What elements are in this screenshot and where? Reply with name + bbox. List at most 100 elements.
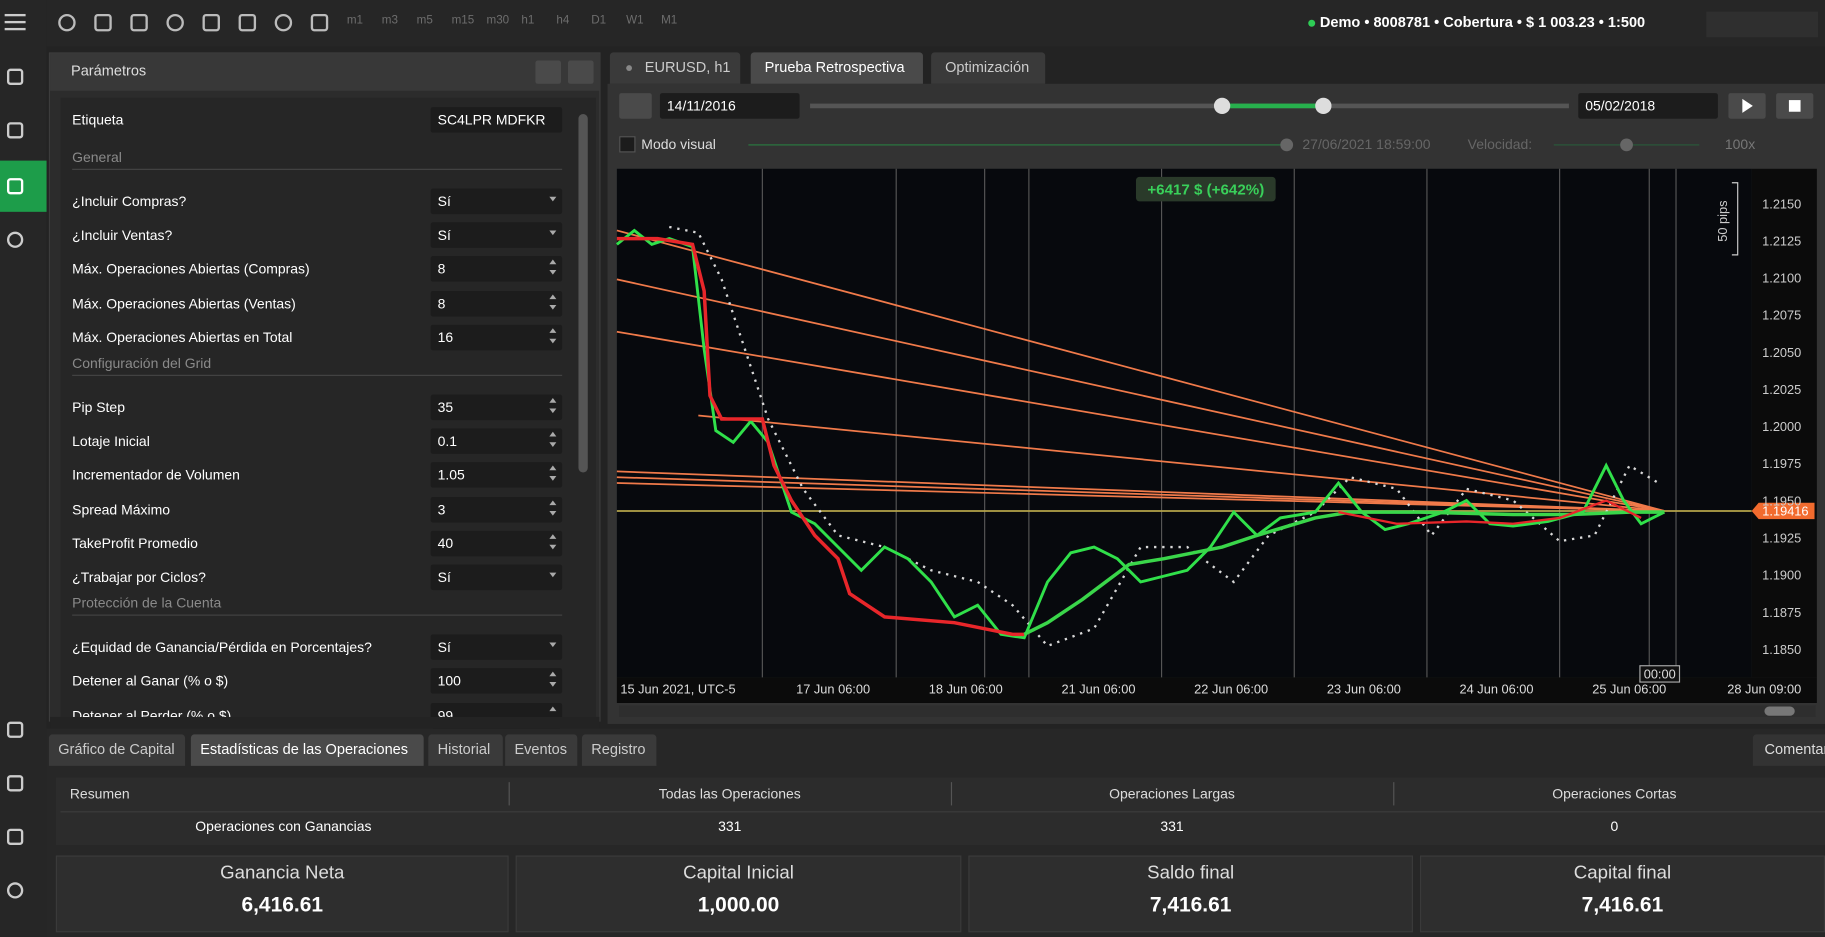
range-handle[interactable] xyxy=(1315,97,1332,115)
checkbox[interactable] xyxy=(619,136,636,153)
timeframe[interactable]: M1 xyxy=(661,13,678,27)
scrollbar[interactable] xyxy=(578,114,588,473)
spin-down[interactable] xyxy=(549,544,557,550)
price-tick: 1.2075 xyxy=(1762,308,1801,323)
spin-down[interactable] xyxy=(549,682,557,688)
timeframe[interactable]: m15 xyxy=(451,13,475,27)
spin-up[interactable] xyxy=(549,706,557,711)
timeframe[interactable]: m5 xyxy=(416,13,433,27)
tool-icon[interactable] xyxy=(166,13,184,32)
timeframe[interactable]: D1 xyxy=(591,13,607,27)
spin-up[interactable] xyxy=(549,500,557,505)
tab[interactable]: Estadísticas de las Operaciones xyxy=(190,734,424,766)
tab[interactable]: Registro xyxy=(581,734,657,766)
param-value[interactable]: Sí xyxy=(430,222,563,249)
spin-up[interactable] xyxy=(549,432,557,437)
menu-icon[interactable] xyxy=(4,13,26,17)
sidebar-icon[interactable] xyxy=(6,828,24,845)
start-date[interactable]: 14/11/2016 xyxy=(659,93,800,119)
time-tick: 21 Jun 06:00 xyxy=(1061,682,1135,697)
price-tick: 1.1875 xyxy=(1762,605,1801,620)
load-button[interactable] xyxy=(535,60,561,84)
param-value[interactable]: Sí xyxy=(430,188,563,215)
tool-icon[interactable] xyxy=(58,13,76,32)
time-tick: 28 Jun 09:00 xyxy=(1727,682,1801,697)
param-label: Etiqueta xyxy=(72,111,124,129)
card xyxy=(968,855,1413,933)
spin-up[interactable] xyxy=(549,260,557,265)
spin-up[interactable] xyxy=(549,398,557,403)
timeframe[interactable]: h4 xyxy=(556,13,570,27)
timeframe[interactable]: m1 xyxy=(346,13,364,27)
param-value[interactable]: 100 xyxy=(430,668,563,695)
spin-down[interactable] xyxy=(549,408,557,414)
param-label: ¿Incluir Compras? xyxy=(72,193,187,210)
sidebar-icon[interactable] xyxy=(6,721,24,738)
save-button[interactable] xyxy=(567,60,594,84)
tool-icon[interactable] xyxy=(202,13,220,32)
tool-icon[interactable] xyxy=(238,13,257,32)
section-line xyxy=(72,614,563,616)
tab[interactable]: EURUSD, h1 xyxy=(609,52,741,84)
sidebar-icon[interactable] xyxy=(6,122,24,139)
settings-button[interactable] xyxy=(619,93,652,119)
param-value[interactable]: 1.05 xyxy=(430,462,563,489)
timeframe[interactable]: h1 xyxy=(521,13,535,27)
h-scroll-thumb[interactable] xyxy=(1764,706,1795,716)
tool-icon[interactable] xyxy=(94,13,112,32)
range-handle[interactable] xyxy=(1213,97,1231,115)
sidebar-icon[interactable] xyxy=(6,68,24,85)
param-value[interactable]: SC4LPR MDFKR xyxy=(430,107,563,133)
param-value[interactable]: 0.1 xyxy=(430,428,563,455)
col-sep xyxy=(1393,782,1395,806)
card-value: 7,416.61 xyxy=(1149,892,1232,916)
tab[interactable]: Historial xyxy=(428,734,503,766)
param-value[interactable]: Sí xyxy=(430,564,563,591)
tool-icon[interactable] xyxy=(274,13,293,32)
tab[interactable]: Gráfico de Capital xyxy=(48,734,186,766)
spin-up[interactable] xyxy=(549,466,557,471)
spin-down[interactable] xyxy=(549,304,557,310)
tab[interactable]: Comentar xyxy=(1752,734,1825,766)
param-value[interactable]: 35 xyxy=(430,394,563,421)
time-axis-bg xyxy=(616,677,1817,703)
timeframe[interactable]: m30 xyxy=(486,13,510,27)
tool-icon[interactable] xyxy=(130,13,148,32)
search-box[interactable] xyxy=(1706,11,1819,38)
param-value[interactable]: Sí xyxy=(430,634,563,661)
spin-down[interactable] xyxy=(549,442,557,448)
timeframe[interactable]: W1 xyxy=(626,13,644,27)
sidebar-icon[interactable] xyxy=(6,882,24,899)
spin-up[interactable] xyxy=(549,293,557,299)
h-scroll xyxy=(619,705,1816,717)
param-value[interactable]: 8 xyxy=(430,290,563,317)
spin-down[interactable] xyxy=(549,338,557,344)
sidebar-icon[interactable] xyxy=(6,775,24,792)
tab[interactable]: Optimización xyxy=(931,52,1046,84)
price-chart: +6417 $ (+642%) 50 pips 1.19416 00:00 1.… xyxy=(615,168,1817,717)
account-info[interactable]: Demo • 8008781 • Cobertura • $ 1 003.23 … xyxy=(1319,13,1646,31)
price-tick: 1.1850 xyxy=(1762,642,1801,657)
sidebar-icon[interactable] xyxy=(6,178,24,195)
spin-up[interactable] xyxy=(549,533,557,539)
dropdown-arrow xyxy=(549,230,557,236)
tool-icon[interactable] xyxy=(310,13,329,32)
tab[interactable]: Prueba Retrospectiva xyxy=(750,52,923,84)
param-value[interactable]: 8 xyxy=(430,256,563,283)
dropdown-arrow xyxy=(549,572,557,578)
end-date[interactable]: 05/02/2018 xyxy=(1578,93,1718,119)
spin-down[interactable] xyxy=(549,510,557,516)
param-value[interactable]: 16 xyxy=(430,324,563,351)
param-value[interactable]: 3 xyxy=(430,496,563,523)
table-header: Todas las Operaciones xyxy=(658,785,801,802)
speed-handle[interactable] xyxy=(1620,138,1633,152)
spin-down[interactable] xyxy=(549,270,557,276)
spin-up[interactable] xyxy=(549,327,557,333)
spin-down[interactable] xyxy=(549,476,557,482)
tab[interactable]: Eventos xyxy=(505,734,578,766)
param-value[interactable]: 40 xyxy=(430,530,563,557)
timeframe[interactable]: m3 xyxy=(381,13,398,27)
sidebar-icon[interactable] xyxy=(6,231,24,248)
spin-up[interactable] xyxy=(549,672,557,677)
